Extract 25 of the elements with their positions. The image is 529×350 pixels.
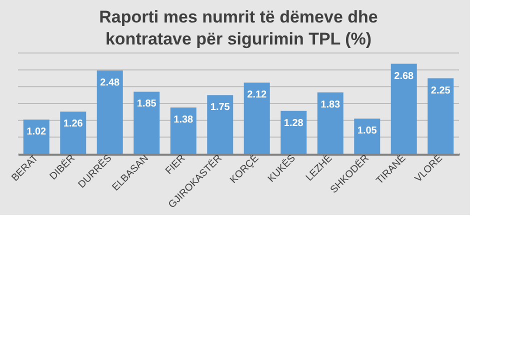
bar [390,64,417,154]
bar [280,110,307,154]
bar [317,92,344,154]
data-label: 1.28 [284,118,304,129]
bar [170,108,196,154]
chart-title: Raporti mes numrit të dëmeve dhe kontratave për sigurimin TPL (%) [99,8,378,48]
data-label: 2.48 [100,78,120,89]
bar [96,70,123,154]
bar [23,120,50,154]
data-label: 2.25 [430,85,451,96]
data-label: 1.75 [210,102,230,114]
data-label: 1.85 [136,98,157,110]
data-label: 1.83 [320,99,341,110]
data-label: 2.12 [247,90,268,101]
bar [134,92,160,154]
bar [244,82,270,154]
data-label: 1.26 [63,118,84,130]
bar [207,95,234,154]
data-label: 1.02 [26,126,47,138]
bar [354,118,380,154]
data-label: 1.05 [357,126,378,137]
data-label: 1.38 [174,114,194,126]
data-label: 2.68 [394,70,414,82]
bar [60,112,86,154]
bar [428,78,454,154]
